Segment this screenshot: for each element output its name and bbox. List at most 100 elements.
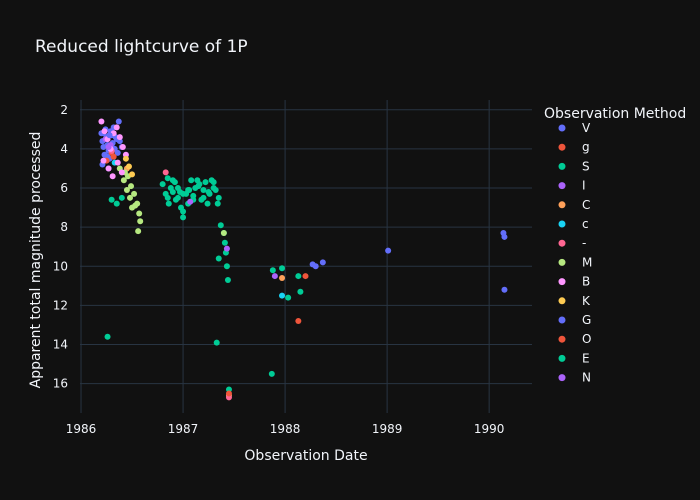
data-point-M: [132, 202, 139, 209]
legend-marker[interactable]: [558, 335, 566, 343]
y-tick-label: 16: [53, 377, 68, 391]
data-point-B: [98, 118, 105, 125]
data-point-G: [501, 233, 508, 240]
data-point-E: [214, 200, 221, 207]
data-point-S: [268, 370, 275, 377]
legend-label[interactable]: -: [582, 236, 586, 250]
data-point-S: [224, 276, 231, 283]
data-point-I: [271, 273, 278, 280]
data-point-E: [192, 185, 199, 192]
y-tick-label: 6: [60, 181, 68, 195]
data-point-G: [106, 132, 113, 139]
data-point-E: [176, 188, 183, 195]
data-point-S: [279, 265, 286, 272]
y-axis-ticks: 2 4 6 8 10 12 14 16: [53, 103, 68, 391]
data-point-E: [206, 190, 213, 197]
legend-label[interactable]: C: [582, 198, 590, 212]
legend-label[interactable]: K: [582, 294, 591, 308]
data-point-B: [119, 143, 126, 150]
data-point-G: [319, 259, 326, 266]
data-point-E: [204, 200, 211, 207]
data-point-S: [223, 263, 230, 270]
x-axis-ticks: 1986 1987 1988 1989 1990: [66, 422, 505, 436]
data-point-E: [212, 186, 219, 193]
data-point-V: [114, 149, 121, 156]
data-point-S: [285, 294, 292, 301]
legend-label[interactable]: V: [582, 121, 591, 135]
data-point-B: [101, 128, 108, 135]
data-point-S: [118, 194, 125, 201]
legend-marker[interactable]: [558, 162, 566, 170]
data-point-S: [104, 333, 111, 340]
data-point-M: [120, 177, 127, 184]
legend-marker[interactable]: [558, 220, 566, 228]
data-point-S: [215, 255, 222, 262]
data-point-B: [113, 124, 120, 131]
x-tick-label: 1989: [372, 422, 403, 436]
legend-label[interactable]: G: [582, 313, 591, 327]
legend-marker[interactable]: [558, 201, 566, 209]
data-point-E: [200, 186, 207, 193]
data-point-E: [164, 175, 171, 182]
data-point-E: [186, 186, 193, 193]
data-point-E: [198, 196, 205, 203]
legend-label[interactable]: E: [582, 351, 590, 365]
data-point-E: [162, 190, 169, 197]
legend-label[interactable]: M: [582, 255, 592, 269]
legend-marker[interactable]: [558, 374, 566, 382]
y-tick-label: 8: [60, 220, 68, 234]
y-axis-label: Apparent total magnitude processed: [28, 132, 44, 389]
data-point-S: [215, 194, 222, 201]
data-point-E: [188, 177, 195, 184]
legend-marker[interactable]: [558, 297, 566, 305]
grid-layer: [80, 100, 532, 413]
data-point-E: [169, 177, 176, 184]
y-tick-label: 12: [53, 298, 68, 312]
data-point-N: [105, 143, 112, 150]
data-point-E: [159, 181, 166, 188]
legend-label[interactable]: N: [582, 371, 591, 385]
data-point-E: [180, 208, 187, 215]
data-point-S: [213, 339, 220, 346]
legend-marker[interactable]: [558, 124, 566, 132]
legend-marker[interactable]: [558, 278, 566, 286]
legend-marker[interactable]: [558, 143, 566, 151]
data-point-K: [129, 171, 136, 178]
data-point-g: [302, 273, 309, 280]
data-point--: [162, 169, 169, 176]
data-point-C: [279, 275, 286, 282]
data-point-B: [100, 157, 107, 164]
data-points: [98, 118, 508, 401]
data-point-S: [295, 273, 302, 280]
data-point-M: [123, 186, 130, 193]
data-point-B: [116, 134, 123, 141]
legend-label[interactable]: S: [582, 159, 590, 173]
legend-marker[interactable]: [558, 354, 566, 362]
data-point-K: [125, 163, 132, 170]
legend-label[interactable]: B: [582, 275, 590, 289]
legend-label[interactable]: O: [582, 332, 591, 346]
y-tick-label: 10: [53, 259, 68, 273]
data-point-M: [128, 183, 135, 190]
legend-label[interactable]: g: [582, 140, 590, 154]
legend-marker[interactable]: [558, 182, 566, 190]
legend-marker[interactable]: [558, 258, 566, 266]
x-tick-label: 1987: [168, 422, 199, 436]
data-point-E: [165, 200, 172, 207]
legend-label[interactable]: c: [582, 217, 589, 231]
data-point-M: [137, 218, 144, 225]
legend-marker[interactable]: [558, 239, 566, 247]
data-point-E: [194, 177, 201, 184]
data-point-M: [136, 210, 143, 217]
data-point-S: [297, 288, 304, 295]
x-tick-label: 1986: [66, 422, 97, 436]
legend-marker[interactable]: [558, 316, 566, 324]
data-point-c: [279, 292, 286, 299]
data-point-B: [118, 169, 125, 176]
legend-title: Observation Method: [544, 106, 686, 122]
legend-label[interactable]: I: [582, 179, 586, 193]
data-point-B: [109, 173, 116, 180]
